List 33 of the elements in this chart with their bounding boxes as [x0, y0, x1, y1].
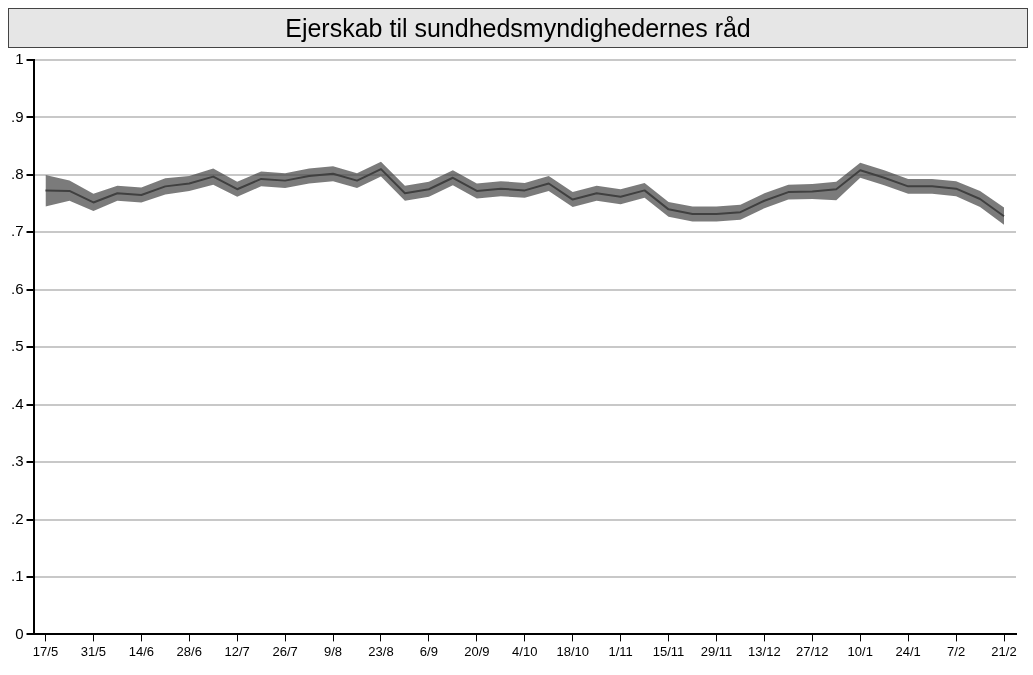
y-tick-label: .9 [10, 107, 24, 125]
x-tick-label: 6/9 [419, 643, 438, 659]
x-tick-label: 7/2 [947, 643, 966, 659]
x-tick-label: 10/1 [847, 643, 873, 659]
y-tick-label: .3 [10, 452, 24, 470]
x-tick-label: 28/6 [176, 643, 202, 659]
x-tick-label: 21/2 [991, 643, 1017, 659]
x-tick-label: 26/7 [272, 643, 298, 659]
x-tick-label: 31/5 [80, 643, 107, 659]
y-tick-label: .1 [10, 567, 24, 585]
x-tick-label: 12/7 [224, 643, 250, 659]
x-tick-label: 14/6 [128, 643, 154, 659]
y-tick-label: 1 [15, 50, 24, 68]
x-tick-label: 13/12 [748, 643, 781, 659]
x-tick-label: 23/8 [368, 643, 394, 659]
x-tick-label: 15/11 [652, 643, 685, 659]
x-tick-label: 20/9 [464, 643, 490, 659]
y-tick-label: .4 [10, 394, 24, 412]
chart-title: Ejerskab til sundhedsmyndighedernes råd [8, 8, 1028, 48]
x-tick-label: 24/1 [895, 643, 921, 659]
y-tick-label: .2 [10, 509, 24, 527]
x-tick-label: 1/11 [608, 643, 633, 659]
y-tick-label: .7 [10, 222, 24, 240]
y-tick-label: .5 [10, 337, 24, 355]
x-tick-label: 4/10 [512, 643, 538, 659]
x-tick-label: 18/10 [556, 643, 589, 659]
y-tick-label: 0 [15, 624, 24, 642]
x-tick-label: 29/11 [700, 643, 733, 659]
y-tick-label: .8 [10, 165, 24, 183]
y-tick-label: .6 [10, 279, 24, 297]
x-tick-label: 27/12 [796, 643, 829, 659]
x-tick-label: 17/5 [32, 643, 59, 659]
x-tick-label: 9/8 [324, 643, 343, 659]
